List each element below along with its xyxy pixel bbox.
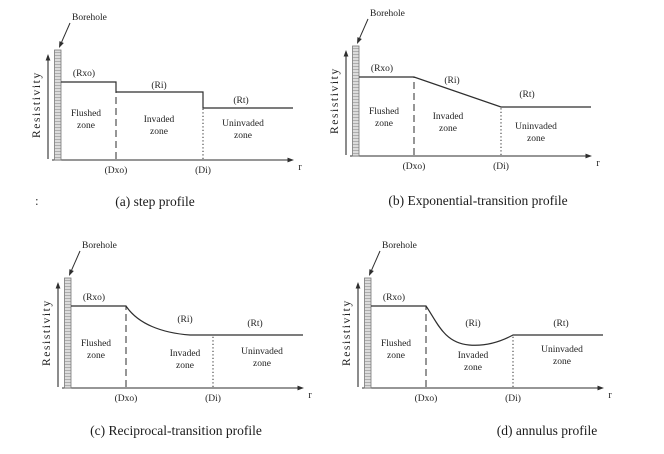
borehole-arrow (369, 250, 381, 276)
borehole-arrow (59, 22, 71, 48)
arrowhead (297, 385, 304, 391)
label-ri: (Ri) (151, 80, 166, 91)
arrowhead (287, 157, 294, 163)
borehole-label: Borehole (370, 9, 405, 19)
zone-label-uninvaded: Uninvaded zone (241, 347, 283, 369)
label-rt: (Rt) (519, 89, 534, 100)
borehole-label: Borehole (382, 241, 417, 251)
zone-label-flushed: Flushed zone (81, 339, 111, 361)
zone-label-uninvaded: Uninvaded zone (541, 345, 583, 367)
zone-label-uninvaded: Uninvaded zone (515, 122, 557, 144)
zone-label-flushed: Flushed zone (369, 107, 399, 129)
x-axis (52, 157, 294, 163)
y-axis-label: Resistivity (41, 299, 53, 366)
borehole-label: Borehole (82, 241, 117, 251)
zone-label-invaded: Invaded zone (433, 112, 464, 134)
borehole-bar (352, 45, 360, 157)
zone-label-flushed: Flushed zone (71, 109, 101, 131)
borehole-label: Borehole (72, 13, 107, 23)
plot-exponential-transition-profile: Borehole (Rxo) (Ri) (Rt) Flushed zone Invaded z… (329, 9, 600, 172)
arrowhead (55, 282, 61, 289)
caption-b: (b) Exponential-transition profile (388, 193, 568, 208)
label-di: (Di) (195, 165, 211, 176)
panel-c-reciprocal-transition-profile: Borehole (Rxo) (Ri) (Rt) Flushed zone Invaded z… (38, 234, 328, 412)
label-rt: (Rt) (553, 318, 568, 329)
zone-label-invaded: Invaded zone (144, 115, 175, 137)
plot-step-profile: Borehole (Rxo) (Ri) (Rt) Flushed zone Invaded z… (31, 13, 302, 176)
borehole-bar (64, 277, 72, 389)
label-dxo: (Dxo) (115, 393, 138, 404)
panel-a-step-profile: Borehole (Rxo) (Ri) (Rt) Flushed zone Invaded z… (28, 6, 318, 184)
stray-colon: : (35, 193, 39, 208)
label-dxo: (Dxo) (105, 165, 128, 176)
caption-d: (d) annulus profile (496, 423, 598, 438)
panel-b-exponential-transition-profile: Borehole (Rxo) (Ri) (Rt) Flushed zone Invaded z… (326, 2, 616, 180)
y-axis-label: Resistivity (31, 71, 43, 138)
zone-label-flushed: Flushed zone (381, 339, 411, 361)
panel-d-annulus-profile: Borehole (Rxo) (Ri) (Rt) Flushed zone Invaded z… (338, 234, 628, 412)
arrowhead (59, 41, 64, 48)
arrowhead (597, 385, 604, 391)
y-axis (355, 282, 361, 387)
x-axis (362, 385, 604, 391)
arrowhead (69, 269, 74, 276)
x-axis-label: r (596, 158, 600, 169)
y-axis (45, 54, 51, 159)
label-rt: (Rt) (233, 95, 248, 106)
borehole-bar (364, 277, 372, 389)
caption-c: (c) Reciprocal-transition profile (90, 423, 262, 438)
resistivity-curve (359, 76, 591, 108)
borehole-arrow (357, 18, 369, 44)
label-di: (Di) (493, 161, 509, 172)
borehole-arrow (69, 250, 81, 276)
zone-label-uninvaded: Uninvaded zone (222, 119, 264, 141)
label-ri: (Ri) (444, 75, 459, 86)
label-ri: (Ri) (465, 318, 480, 329)
caption-a: (a) step profile (115, 194, 195, 209)
x-axis-label: r (608, 390, 612, 401)
label-di: (Di) (205, 393, 221, 404)
label-rxo: (Rxo) (371, 63, 393, 74)
label-rt: (Rt) (247, 318, 262, 329)
plot-reciprocal-transition-profile: Borehole (Rxo) (Ri) (Rt) Flushed zone Invaded z… (41, 241, 312, 404)
label-rxo: (Rxo) (83, 292, 105, 303)
arrowhead (357, 37, 362, 44)
arrowhead (45, 54, 51, 61)
arrowhead (369, 269, 374, 276)
x-axis-label: r (308, 390, 312, 401)
x-axis (62, 385, 304, 391)
resistivity-curve (71, 305, 303, 336)
label-dxo: (Dxo) (403, 161, 426, 172)
borehole-bar (54, 49, 62, 161)
resistivity-curve (61, 81, 293, 109)
label-di: (Di) (505, 393, 521, 404)
y-axis (343, 50, 349, 155)
resistivity-curve (371, 305, 603, 346)
label-dxo: (Dxo) (415, 393, 438, 404)
y-axis-label: Resistivity (329, 67, 341, 134)
arrowhead (343, 50, 349, 57)
label-rxo: (Rxo) (383, 292, 405, 303)
x-axis (350, 153, 592, 159)
zone-label-invaded: Invaded zone (458, 351, 489, 373)
arrowhead (585, 153, 592, 159)
zone-label-invaded: Invaded zone (170, 349, 201, 371)
plot-annulus-profile: Borehole (Rxo) (Ri) (Rt) Flushed zone Invaded z… (341, 241, 612, 404)
label-ri: (Ri) (177, 314, 192, 325)
label-rxo: (Rxo) (73, 68, 95, 79)
x-axis-label: r (298, 162, 302, 173)
y-axis (55, 282, 61, 387)
y-axis-label: Resistivity (341, 299, 353, 366)
arrowhead (355, 282, 361, 289)
